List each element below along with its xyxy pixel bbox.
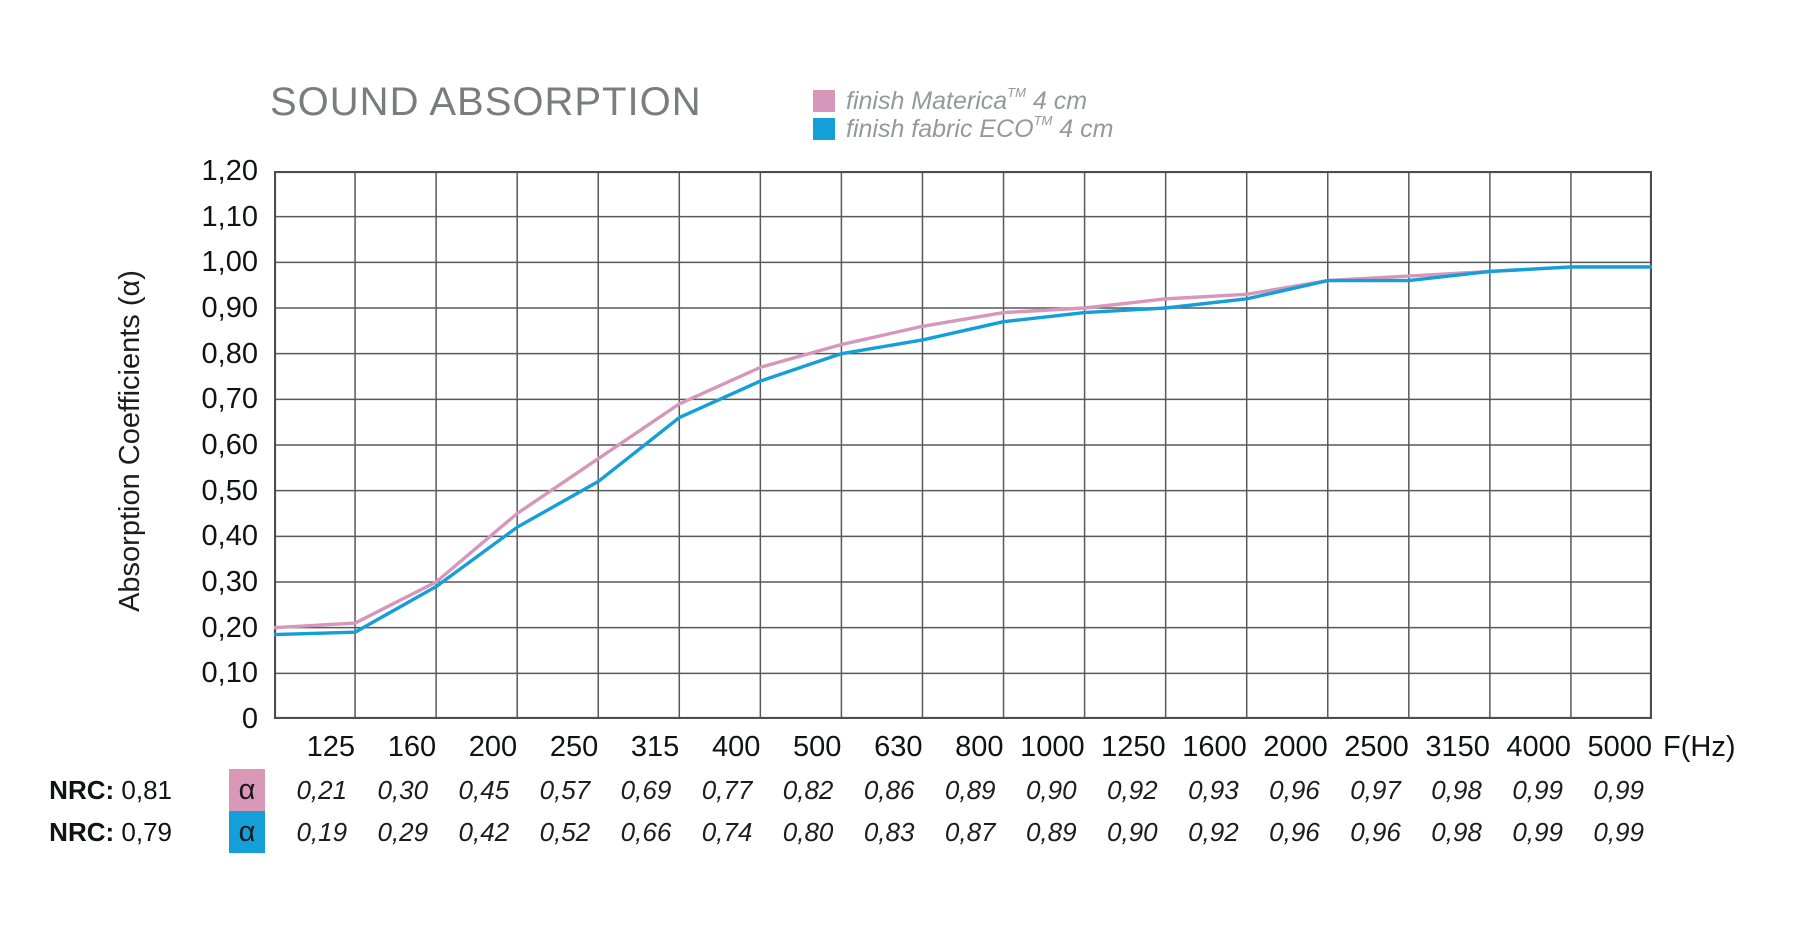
y-tick-label: 0,50 xyxy=(201,474,258,507)
trademark-symbol: TM xyxy=(1007,85,1026,101)
table-value-cell: 0,45 xyxy=(458,775,510,805)
y-tick-label: 1,10 xyxy=(201,200,258,233)
legend-label-size: 4 cm xyxy=(1032,86,1088,115)
y-tick-label: 0,20 xyxy=(201,611,258,644)
x-tick-label: 160 xyxy=(387,731,437,763)
legend-color-swatch-fabric-eco xyxy=(813,118,835,140)
table-value-cell: 0,74 xyxy=(701,817,753,847)
x-tick-label: 125 xyxy=(306,731,356,763)
legend-color-swatch-materica xyxy=(813,90,835,112)
table-value-cell: 0,52 xyxy=(539,817,591,847)
alpha-symbol-cell: α xyxy=(229,769,265,811)
y-tick-label: 0 xyxy=(241,703,258,735)
x-tick-label: 500 xyxy=(793,731,842,763)
x-tick-label: 200 xyxy=(468,731,518,763)
table-value-cell: 0,96 xyxy=(1350,817,1401,847)
table-value-cell: 0,69 xyxy=(620,775,672,805)
x-tick-label: 800 xyxy=(955,731,1004,763)
series-line-fabric-eco xyxy=(274,265,1652,637)
y-tick-label: 0,30 xyxy=(201,566,258,598)
table-value-cell: 0,19 xyxy=(296,817,348,847)
x-tick-label: 2500 xyxy=(1344,731,1409,763)
y-tick-label: 1,00 xyxy=(201,246,258,279)
table-value-cell: 0,83 xyxy=(863,817,915,847)
table-value-cell: 0,99 xyxy=(1593,817,1644,847)
table-value-cell: 0,99 xyxy=(1512,817,1563,847)
alpha-symbol-cell: α xyxy=(229,811,265,853)
table-value-cell: 0,99 xyxy=(1512,775,1563,805)
table-value-cell: 0,96 xyxy=(1269,817,1320,847)
table-value-cell: 0,29 xyxy=(377,817,429,847)
x-tick-label: 5000 xyxy=(1587,731,1652,763)
y-tick-label: 1,20 xyxy=(201,155,258,187)
x-tick-label: 4000 xyxy=(1506,731,1571,763)
table-value-cell: 0,92 xyxy=(1188,817,1239,847)
x-tick-label: 1600 xyxy=(1182,731,1247,763)
trademark-symbol: TM xyxy=(1033,113,1053,129)
table-value-cell: 0,96 xyxy=(1269,775,1320,805)
y-tick-label: 0,10 xyxy=(201,657,258,690)
table-value-cell: 0,98 xyxy=(1431,817,1482,847)
table-value-cell: 0,30 xyxy=(377,775,429,805)
table-value-cell: 0,90 xyxy=(1107,817,1158,847)
y-tick-label: 0,80 xyxy=(201,337,258,370)
chart-title: SOUND ABSORPTION xyxy=(270,80,702,124)
legend-item-materica: finish MatericaTM 4 cm xyxy=(813,85,1113,116)
x-tick-label: 315 xyxy=(630,731,680,763)
chart-legend: finish MatericaTM 4 cm finish fabric ECO… xyxy=(813,85,1114,144)
table-value-cell: 0,80 xyxy=(782,817,834,847)
x-tick-label: 2000 xyxy=(1263,731,1328,763)
table-value-cell: 0,98 xyxy=(1431,775,1482,805)
x-tick-label: 250 xyxy=(549,731,599,763)
x-tick-label: 1250 xyxy=(1101,731,1166,763)
y-tick-label: 0,70 xyxy=(201,383,258,416)
legend-label-fabric-eco: finish fabric ECOTM 4 cm xyxy=(846,113,1114,144)
legend-label-text: finish Materica xyxy=(846,86,1008,115)
table-value-cell: 0,87 xyxy=(944,817,996,847)
table-value-cell: 0,92 xyxy=(1107,775,1158,805)
table-value-cell: 0,97 xyxy=(1350,775,1401,805)
plot-border xyxy=(274,171,1652,719)
series-line-materica xyxy=(274,265,1652,630)
table-value-cell: 0,42 xyxy=(458,817,510,847)
x-tick-label: 630 xyxy=(874,731,923,763)
table-value-cell: 0,21 xyxy=(296,775,348,805)
table-value-cell: 0,89 xyxy=(944,775,996,805)
table-value-cell: 0,93 xyxy=(1188,775,1239,805)
table-value-cell: 0,66 xyxy=(620,817,672,847)
absorption-chart xyxy=(274,171,1652,719)
nrc-label: NRC: 0,79 xyxy=(49,817,172,847)
nrc-label: NRC: 0,81 xyxy=(49,775,172,805)
legend-item-fabric-eco: finish fabric ECOTM 4 cm xyxy=(813,113,1114,144)
x-tick-label: 400 xyxy=(711,731,761,763)
grid-lines xyxy=(274,171,1652,719)
table-value-cell: 0,99 xyxy=(1593,775,1644,805)
table-value-cell: 0,89 xyxy=(1025,817,1077,847)
y-tick-label: 0,60 xyxy=(201,429,258,461)
x-tick-label: 3150 xyxy=(1425,731,1490,763)
legend-label-size: 4 cm xyxy=(1059,114,1114,143)
table-value-cell: 0,82 xyxy=(782,775,834,805)
y-tick-label: 0,40 xyxy=(201,520,258,553)
table-value-cell: 0,77 xyxy=(701,775,753,805)
x-tick-label: 1000 xyxy=(1020,731,1085,763)
legend-label-materica: finish MatericaTM 4 cm xyxy=(846,85,1088,116)
table-value-cell: 0,57 xyxy=(539,775,591,805)
legend-label-text: finish fabric ECO xyxy=(846,114,1034,143)
y-tick-label: 0,90 xyxy=(201,292,258,324)
x-axis-unit-label: F(Hz) xyxy=(1663,731,1736,763)
table-value-cell: 0,90 xyxy=(1025,775,1077,805)
table-value-cell: 0,86 xyxy=(863,775,915,805)
